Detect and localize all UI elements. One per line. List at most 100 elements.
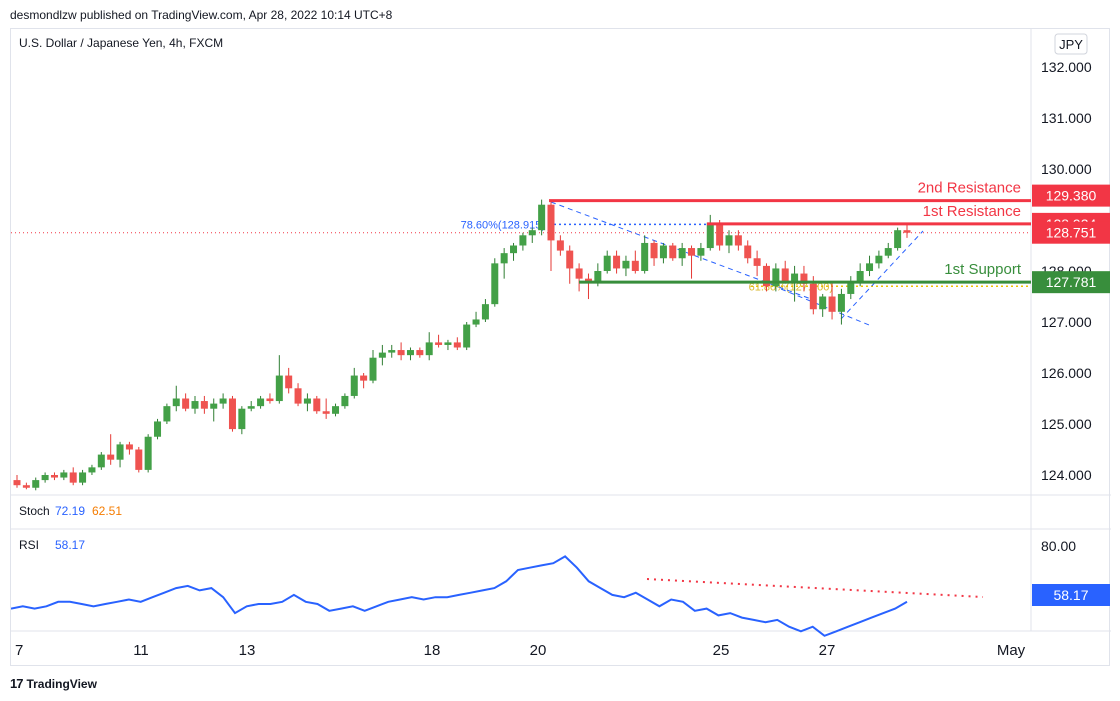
candle-body (491, 263, 499, 305)
support-1-value: 127.781 (1046, 274, 1097, 290)
candle-body (350, 375, 358, 396)
candle-body (453, 342, 461, 348)
price-axis: 132.000131.000130.000128.000127.000126.0… (1041, 59, 1092, 483)
candle-body (556, 240, 564, 251)
fib-78-label: 78.60%(128.915) (461, 219, 545, 231)
candle-body (247, 406, 255, 409)
candle-body (332, 406, 340, 414)
candle-body (791, 273, 799, 282)
tradingview-footer[interactable]: 17 TradingView (10, 676, 97, 691)
candle-body (107, 454, 115, 460)
candle-body (884, 248, 892, 256)
candle-body (369, 357, 377, 381)
candle-body (13, 480, 21, 486)
candle-body (613, 255, 621, 269)
candle-body (406, 350, 414, 356)
stoch-label: Stoch (19, 504, 50, 518)
candle-body (135, 449, 143, 470)
candle-body (378, 352, 386, 358)
candle-body (669, 245, 677, 259)
candle-body (622, 260, 630, 269)
currency-button[interactable]: JPY (1054, 33, 1088, 55)
candle-body (603, 255, 611, 271)
price-tick: 131.000 (1041, 110, 1092, 126)
candle-body (510, 245, 518, 254)
candle-body (154, 421, 162, 437)
rsi-legend-value: 58.17 (55, 538, 85, 552)
candle-body (322, 411, 330, 414)
symbol-title: U.S. Dollar / Japanese Yen, 4h, FXCM (19, 36, 223, 50)
candle-body (435, 342, 443, 345)
candle-body (266, 398, 274, 402)
candle-body (88, 467, 96, 473)
rsi-divergence-line (646, 578, 984, 598)
candle-body (397, 350, 405, 356)
chart-svg[interactable]: U.S. Dollar / Japanese Yen, 4h, FXCM JPY… (10, 29, 1111, 667)
candle-body (22, 485, 30, 488)
candle-body (285, 375, 293, 389)
price-tick: 127.000 (1041, 314, 1092, 330)
candle-body (650, 242, 658, 259)
stoch-k-value: 72.19 (55, 504, 85, 518)
date-tick: 27 (819, 642, 836, 659)
candle-body (50, 475, 58, 478)
candle-body (847, 281, 855, 294)
candle-body (538, 204, 546, 231)
rsi-value-badge: 58.17 (1032, 584, 1110, 606)
price-tick: 130.000 (1041, 161, 1092, 177)
date-tick: 13 (239, 642, 256, 659)
rsi-badge-value: 58.17 (1053, 587, 1088, 603)
candle-body (341, 395, 349, 407)
candle-body (772, 268, 780, 287)
candle-body (79, 472, 87, 483)
candle-body (163, 406, 171, 422)
date-tick: 7 (15, 642, 23, 659)
candle-body (500, 253, 508, 264)
tradingview-logo-text: TradingView (26, 676, 97, 691)
candle-body (481, 304, 489, 320)
date-tick: 18 (424, 642, 441, 659)
price-tick: 125.000 (1041, 416, 1092, 432)
tradingview-logo-icon: 17 (10, 676, 24, 691)
candle-body (303, 398, 311, 404)
candle-body (219, 398, 227, 404)
date-tick: May (997, 642, 1026, 659)
candle-body (828, 296, 836, 312)
price-tick: 132.000 (1041, 59, 1092, 75)
candle-body (125, 444, 133, 450)
ascending-trendline (840, 230, 924, 320)
candle-body (388, 350, 396, 353)
candle-body (809, 283, 817, 310)
candle-body (659, 245, 667, 259)
candle-body (60, 472, 68, 478)
candle-body (425, 342, 433, 356)
candle-body (32, 480, 40, 488)
candle-body (894, 230, 902, 249)
candle-body (631, 260, 639, 271)
candle-body (716, 222, 724, 246)
candle-body (528, 230, 536, 236)
publisher-header: desmondlzw published on TradingView.com,… (10, 8, 393, 22)
candle-body (463, 324, 471, 348)
candle-body (688, 248, 696, 256)
candle-body (182, 398, 190, 409)
candle-body (866, 263, 874, 271)
candle-body (97, 454, 105, 468)
rsi-label: RSI (19, 538, 39, 552)
candle-body (547, 204, 555, 241)
candle-body (275, 375, 283, 402)
candlestick-series (13, 199, 911, 491)
candle-body (753, 258, 761, 266)
resistance-2-value: 129.380 (1046, 188, 1097, 204)
resistance-2-badge: 129.380 (1032, 184, 1110, 207)
support-1-badge: 127.781 (1032, 271, 1110, 294)
candle-body (678, 248, 686, 259)
candle-body (200, 401, 208, 409)
rsi-line (10, 555, 908, 637)
time-axis: 7 11 13 18 20 25 27 May (15, 642, 1026, 659)
candle-body (725, 235, 733, 246)
candle-body (294, 388, 302, 404)
candle-body (519, 235, 527, 246)
candle-body (697, 248, 705, 256)
candle-body (444, 342, 452, 345)
